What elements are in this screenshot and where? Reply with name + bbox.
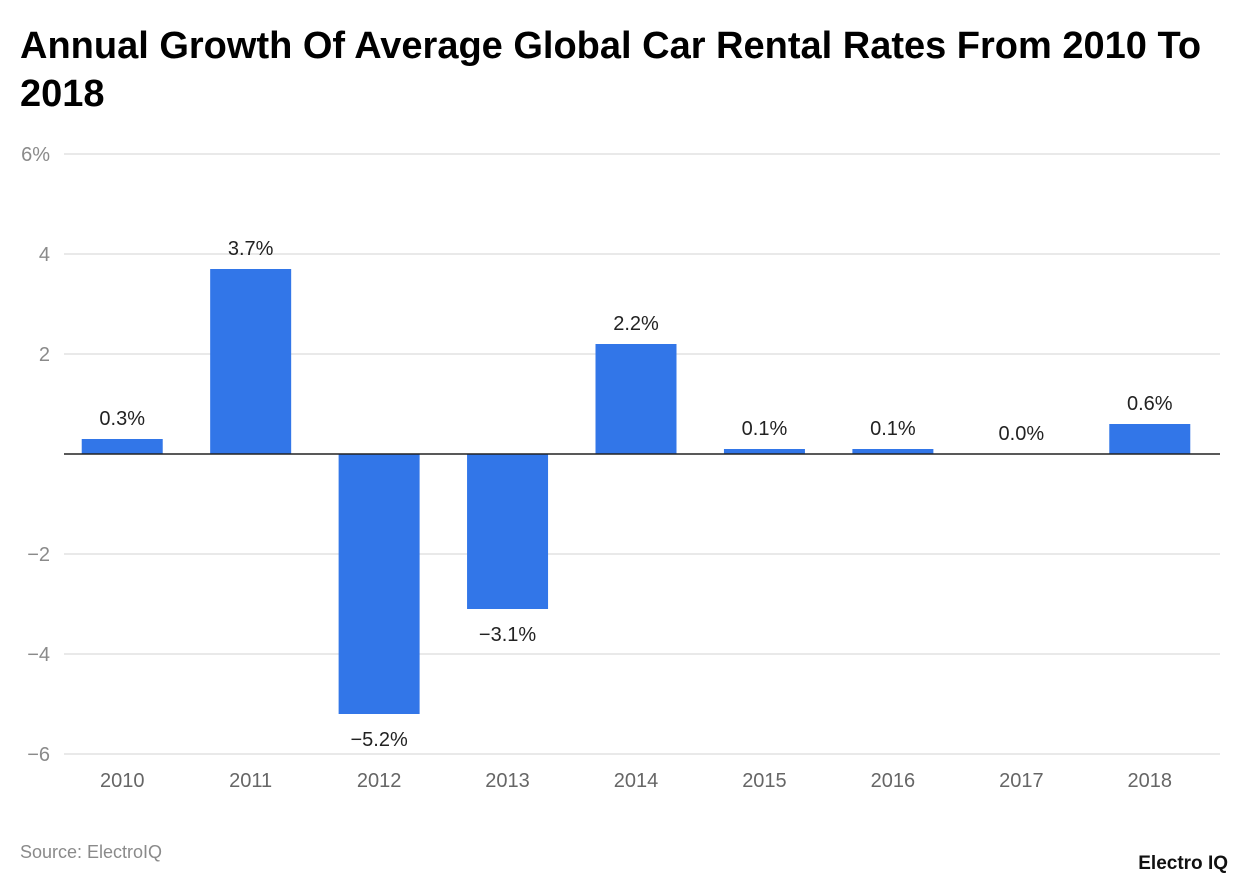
x-tick-label: 2010 [100, 770, 145, 792]
data-label: 0.1% [742, 418, 788, 440]
x-tick-label: 2015 [742, 770, 787, 792]
source-note: Source: ElectroIQ [20, 842, 163, 862]
data-label: 0.0% [999, 423, 1045, 445]
y-tick-label: 4 [39, 244, 50, 266]
data-label: 0.3% [99, 408, 145, 430]
x-tick-label: 2012 [357, 770, 402, 792]
y-tick-label: 2 [39, 344, 50, 366]
data-label: 0.6% [1127, 393, 1173, 415]
bar-2018 [1109, 424, 1191, 454]
bar-2010 [81, 439, 163, 454]
bar-2012 [338, 454, 420, 714]
bar-2014 [595, 344, 677, 454]
x-tick-label: 2017 [999, 770, 1044, 792]
x-tick-label: 2018 [1128, 770, 1173, 792]
x-tick-label: 2016 [871, 770, 916, 792]
y-tick-label: −6 [27, 744, 50, 766]
bar-2013 [467, 454, 549, 609]
data-label: 2.2% [613, 313, 659, 335]
bar-2011 [210, 269, 292, 454]
data-label: −5.2% [350, 729, 407, 751]
bar-2015 [723, 449, 805, 454]
data-label: 0.1% [870, 418, 916, 440]
x-tick-label: 2011 [229, 770, 272, 792]
data-label: 3.7% [228, 238, 274, 260]
chart-title: Annual Growth Of Average Global Car Rent… [20, 25, 1202, 115]
bar-2016 [852, 449, 934, 454]
y-tick-label: −4 [27, 644, 50, 666]
y-tick-label: 6% [21, 144, 50, 166]
x-tick-label: 2014 [614, 770, 659, 792]
y-tick-label: −2 [27, 544, 50, 566]
x-tick-label: 2013 [485, 770, 530, 792]
data-label: −3.1% [479, 624, 536, 646]
electroiq-logo: Electro IQ [1138, 853, 1228, 874]
